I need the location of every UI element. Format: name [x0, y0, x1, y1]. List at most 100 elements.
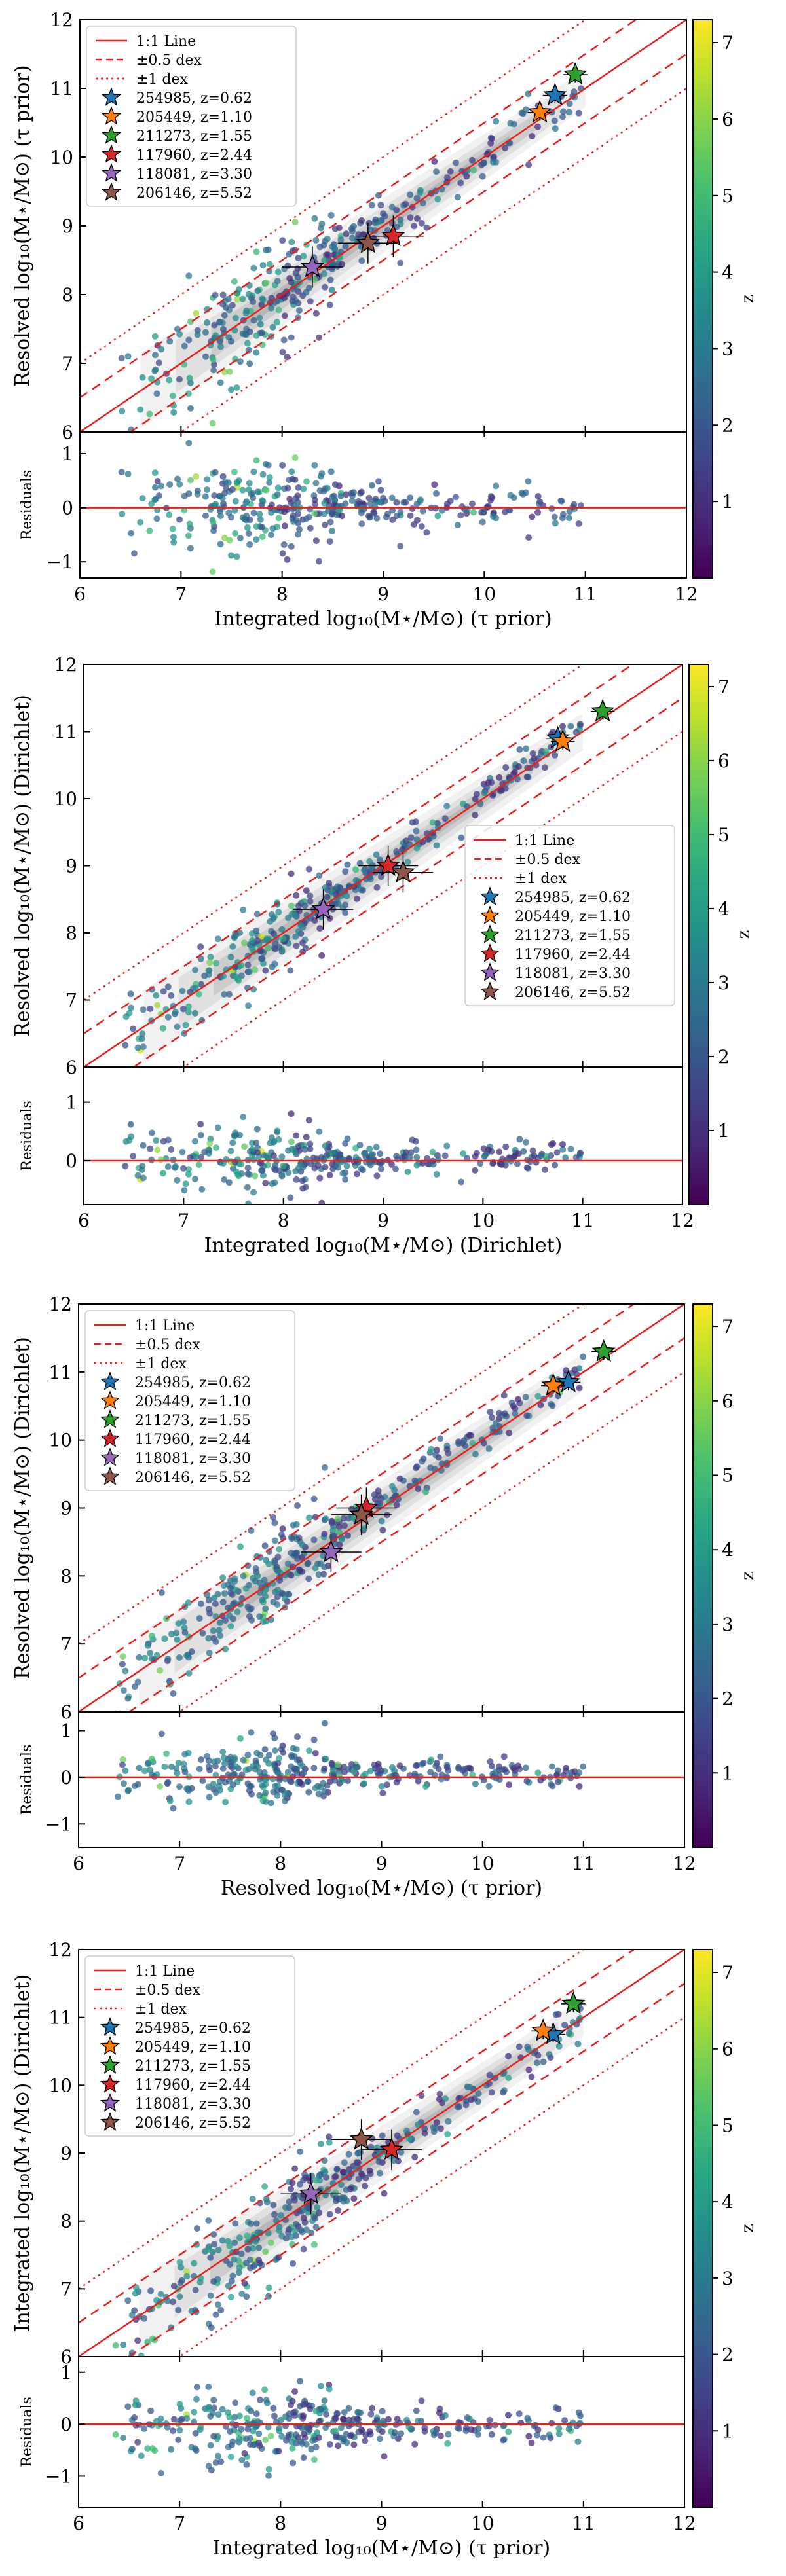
scatter-point	[316, 925, 324, 932]
residual-point	[424, 1161, 432, 1168]
residual-point	[331, 496, 339, 503]
residual-point	[267, 2433, 274, 2440]
residual-point	[157, 2469, 164, 2476]
scatter-point	[295, 928, 302, 935]
scatter-point	[346, 884, 352, 891]
legend-label: 1:1 Line	[136, 33, 196, 50]
residual-point	[528, 2439, 535, 2446]
scatter-point	[250, 317, 257, 324]
scatter-point	[139, 374, 146, 381]
scatter-point	[286, 275, 293, 282]
residual-point	[356, 1142, 364, 1148]
scatter-point	[268, 304, 275, 312]
scatter-point	[512, 1410, 519, 1417]
residual-point	[240, 1114, 247, 1121]
scatter-point	[168, 1631, 175, 1638]
scatter-point	[328, 211, 335, 219]
scatter-point	[310, 2241, 318, 2248]
residual-point	[227, 2454, 234, 2461]
scatter-point	[164, 1013, 172, 1021]
scatter-point	[403, 837, 410, 844]
residual-point	[276, 1755, 283, 1762]
residual-point	[375, 478, 382, 485]
residual-point	[253, 1139, 260, 1146]
residual-point	[233, 479, 240, 486]
scatter-point	[270, 1599, 277, 1606]
scatter-point	[327, 276, 334, 283]
scatter-point	[336, 1529, 343, 1536]
residual-point	[443, 1142, 451, 1150]
residual-point	[274, 484, 282, 492]
residual-point	[202, 512, 209, 519]
residual-point	[488, 2431, 495, 2438]
scatter-point	[473, 791, 480, 798]
residual-point	[331, 1777, 339, 1784]
residual-point	[248, 2408, 255, 2414]
residual-point	[262, 1180, 269, 1187]
dex05-line	[127, 1982, 684, 2357]
scatter-point	[505, 2075, 512, 2081]
residual-point	[204, 476, 211, 483]
y-tick-label: 6	[60, 1701, 72, 1723]
residual-axis-label: Residuals	[19, 2397, 35, 2467]
scatter-point	[138, 1035, 145, 1042]
residual-point	[559, 1146, 567, 1153]
residual-point	[375, 1760, 382, 1768]
residual-point	[288, 1763, 295, 1770]
scatter-point	[228, 386, 234, 393]
residual-point	[374, 1769, 381, 1776]
scatter-point	[235, 2269, 242, 2276]
y-tick-label: 11	[48, 2007, 72, 2029]
colorbar-label: z	[738, 2224, 758, 2233]
scatter-point	[566, 100, 573, 107]
y-tick-label: 10	[48, 2075, 72, 2096]
residual-point	[279, 550, 286, 557]
scatter-point	[431, 158, 438, 165]
scatter-point	[358, 886, 365, 894]
scatter-point	[368, 202, 375, 209]
residual-point	[214, 1124, 221, 1131]
legend-box	[86, 26, 297, 207]
scatter-point	[311, 215, 318, 222]
residual-point	[252, 1766, 259, 1773]
scatter-point	[239, 295, 246, 302]
scatter-point	[196, 1615, 203, 1622]
scatter-point	[206, 1610, 214, 1617]
scatter-point	[288, 1535, 295, 1542]
scatter-point	[413, 194, 421, 202]
scatter-point	[493, 118, 500, 125]
residual-point	[517, 2419, 525, 2426]
residual-point	[383, 1781, 390, 1788]
scatter-point	[159, 1025, 166, 1032]
residual-point	[289, 2397, 296, 2404]
scatter-point	[515, 1396, 522, 1403]
scatter-point	[552, 752, 559, 759]
scatter-point	[542, 748, 550, 755]
scatter-point	[407, 214, 414, 221]
residual-point	[402, 499, 409, 506]
residual-point	[551, 513, 558, 520]
residual-point	[199, 1777, 206, 1784]
scatter-point	[227, 338, 234, 345]
residual-point	[348, 1761, 355, 1768]
scatter-point	[164, 1656, 172, 1662]
x-tick-label: 11	[574, 583, 597, 605]
scatter-point	[270, 1514, 276, 1521]
scatter-point	[341, 2159, 348, 2166]
scatter-point	[418, 220, 425, 227]
residual-point	[158, 482, 165, 490]
scatter-point	[227, 1589, 234, 1597]
scatter-point	[246, 328, 253, 335]
legend-star-swatch	[100, 2036, 120, 2055]
legend-label: 1:1 Line	[135, 1318, 195, 1334]
residual-point	[241, 1143, 248, 1150]
residual-point	[413, 1161, 421, 1169]
residual-y-tick-label: 1	[62, 443, 73, 465]
scatter-point	[293, 1550, 300, 1557]
scatter-point	[402, 200, 409, 208]
residual-point	[221, 534, 228, 541]
scatter-point	[257, 321, 264, 328]
residual-point	[365, 513, 373, 519]
residual-point	[255, 2439, 263, 2446]
